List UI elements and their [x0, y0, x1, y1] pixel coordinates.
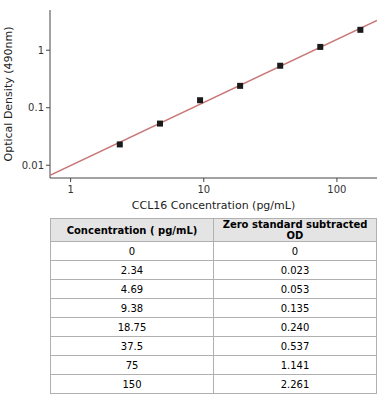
- table-cell: 150: [51, 375, 214, 394]
- table-cell: 75: [51, 356, 214, 375]
- point: [277, 63, 283, 69]
- table-cell: 0: [214, 242, 377, 261]
- data-layer: [50, 20, 377, 175]
- header-cell: Concentration ( pg/mL): [51, 219, 214, 242]
- table-row: 37.50.537: [51, 337, 377, 356]
- point: [197, 97, 203, 103]
- table-cell: 0.053: [214, 280, 377, 299]
- table-cell: 37.5: [51, 337, 214, 356]
- point: [237, 83, 243, 89]
- x-tick: [336, 178, 337, 182]
- table-cell: 0.240: [214, 318, 377, 337]
- table-row: 9.380.135: [51, 299, 377, 318]
- y-axis-label: Optical Density (490nm): [2, 27, 15, 162]
- table-cell: 0.135: [214, 299, 377, 318]
- x-tick: [70, 178, 71, 182]
- point: [317, 44, 323, 50]
- y-tick-label: 0.1: [28, 102, 44, 113]
- y-axis-line: [50, 10, 51, 178]
- x-tick-label: 1: [67, 184, 73, 195]
- figure: 1 10 100 0.01 0.1 1 CCL16 Concentration (pg/mL…: [0, 0, 387, 400]
- x-tick-label: 10: [197, 184, 210, 195]
- table-row: 4.690.053: [51, 280, 377, 299]
- point: [117, 141, 123, 147]
- table-cell: 4.69: [51, 280, 214, 299]
- data-table: Concentration ( pg/mL)Zero standard subt…: [50, 218, 377, 394]
- table-row: 00: [51, 242, 377, 261]
- y-tick: [46, 50, 50, 51]
- plot-area: [50, 10, 377, 178]
- y-tick-label: 1: [38, 45, 44, 56]
- table-cell: 0.537: [214, 337, 377, 356]
- plot: 1 10 100 0.01 0.1 1 CCL16 Concentration (pg/mL…: [0, 0, 387, 215]
- y-tick-label: 0.01: [22, 160, 44, 171]
- x-axis-line: [50, 178, 377, 179]
- header-cell: Zero standard subtracted OD: [214, 219, 377, 242]
- x-tick: [203, 178, 204, 182]
- table-row: 1502.261: [51, 375, 377, 394]
- table-cell: 2.34: [51, 261, 214, 280]
- table-cell: 2.261: [214, 375, 377, 394]
- point: [357, 27, 363, 33]
- table-row: 751.141: [51, 356, 377, 375]
- point: [157, 121, 163, 127]
- y-tick: [46, 165, 50, 166]
- table-cell: 9.38: [51, 299, 214, 318]
- fit-line: [50, 20, 377, 175]
- y-tick: [46, 107, 50, 108]
- table-cell: 1.141: [214, 356, 377, 375]
- table-cell: 0.023: [214, 261, 377, 280]
- table-row: 2.340.023: [51, 261, 377, 280]
- x-tick-label: 100: [327, 184, 346, 195]
- x-axis-label: CCL16 Concentration (pg/mL): [132, 199, 295, 212]
- header-row: Concentration ( pg/mL)Zero standard subt…: [51, 219, 377, 242]
- table-row: 18.750.240: [51, 318, 377, 337]
- table-cell: 0: [51, 242, 214, 261]
- table-cell: 18.75: [51, 318, 214, 337]
